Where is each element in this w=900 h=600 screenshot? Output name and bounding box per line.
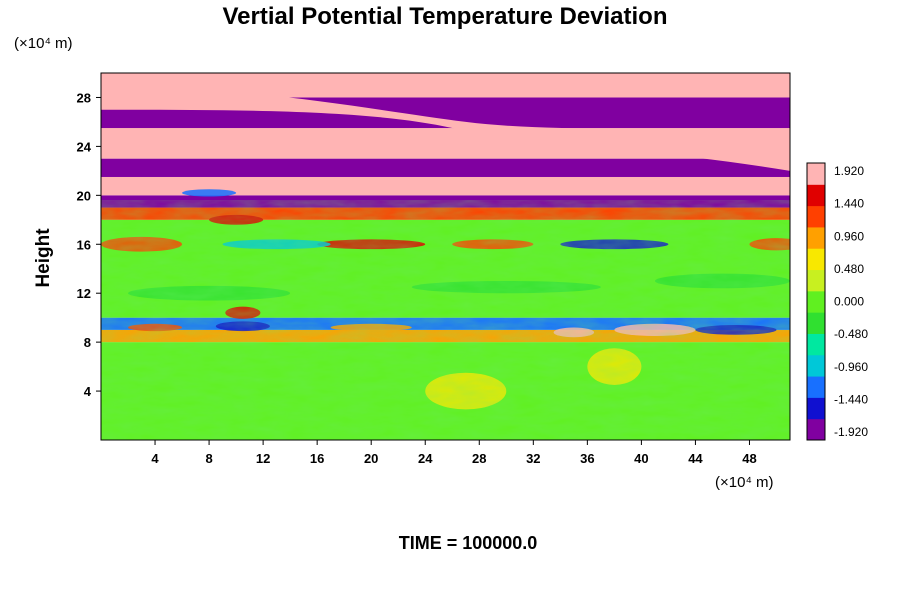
time-label: TIME = 100000.0 [399, 533, 538, 553]
plot-frame [100, 72, 791, 441]
colorbar-tick-label: -1.440 [834, 392, 868, 406]
colorbar-swatch [807, 312, 825, 334]
colorbar-tick-label: 1.440 [834, 197, 864, 211]
y-tick-label: 16 [77, 237, 91, 252]
colorbar-swatch [807, 418, 825, 441]
x-tick-label: 44 [688, 451, 703, 466]
x-tick-label: 32 [526, 451, 540, 466]
colorbar-swatch [807, 226, 825, 249]
colorbar-swatch [807, 184, 825, 207]
heatmap-feature-plume [101, 88, 790, 171]
colorbar-tick-label: -1.920 [834, 425, 868, 439]
colorbar-swatch [807, 333, 825, 356]
x-tick-label: 24 [418, 451, 433, 466]
x-axis-ticks: 4 8 12 16 20 24 28 32 36 40 44 48 [151, 440, 757, 466]
y-tick-label: 28 [77, 90, 91, 105]
heatmap-band-7 [101, 158, 790, 177]
x-tick-label: 4 [151, 451, 159, 466]
y-tick-label: 8 [84, 335, 91, 350]
colorbar-swatch [807, 248, 825, 271]
colorbar-swatch [807, 354, 825, 377]
colorbar-swatch [807, 269, 825, 292]
heatmap-band-6 [101, 176, 790, 196]
colorbar-tick-label: 0.480 [834, 262, 864, 276]
colorbar: 1.920 1.440 0.960 0.480 0.000 -0.480 -0.960 -1.… [806, 162, 868, 441]
y-unit-label: (×10⁴ m) [14, 35, 73, 52]
colorbar-swatch [807, 376, 825, 398]
colorbar-tick-label: 1.920 [834, 164, 864, 178]
x-unit-label: (×10⁴ m) [715, 474, 774, 491]
colorbar-tick-label: 0.000 [834, 295, 864, 309]
x-tick-label: 12 [256, 451, 270, 466]
colorbar-frame [806, 162, 826, 441]
heatmap-feature-7 [182, 189, 237, 197]
x-tick-label: 20 [364, 451, 378, 466]
x-tick-label: 28 [472, 451, 486, 466]
x-tick-label: 8 [205, 451, 212, 466]
y-tick-label: 4 [84, 384, 92, 399]
x-tick-label: 16 [310, 451, 324, 466]
x-tick-label: 40 [634, 451, 648, 466]
y-tick-label: 20 [77, 188, 91, 203]
plot-area [101, 73, 790, 440]
chart-title: Vertial Potential Temperature Deviation [222, 3, 667, 30]
x-tick-label: 36 [580, 451, 594, 466]
colorbar-tick-label: -0.480 [834, 327, 868, 341]
colorbar-tick-label: -0.960 [834, 360, 868, 374]
colorbar-swatch [807, 163, 825, 185]
y-axis-ticks: 4 8 12 16 20 24 28 [77, 90, 101, 399]
colorbar-swatch [807, 397, 825, 420]
y-axis-label: Height [33, 228, 54, 288]
y-tick-label: 12 [77, 286, 91, 301]
x-tick-label: 48 [742, 451, 756, 466]
colorbar-swatch [807, 290, 825, 313]
colorbar-swatch [807, 205, 825, 228]
colorbar-tick-label: 0.960 [834, 229, 864, 243]
y-tick-label: 24 [77, 139, 92, 154]
heatmap-texture [101, 200, 790, 440]
